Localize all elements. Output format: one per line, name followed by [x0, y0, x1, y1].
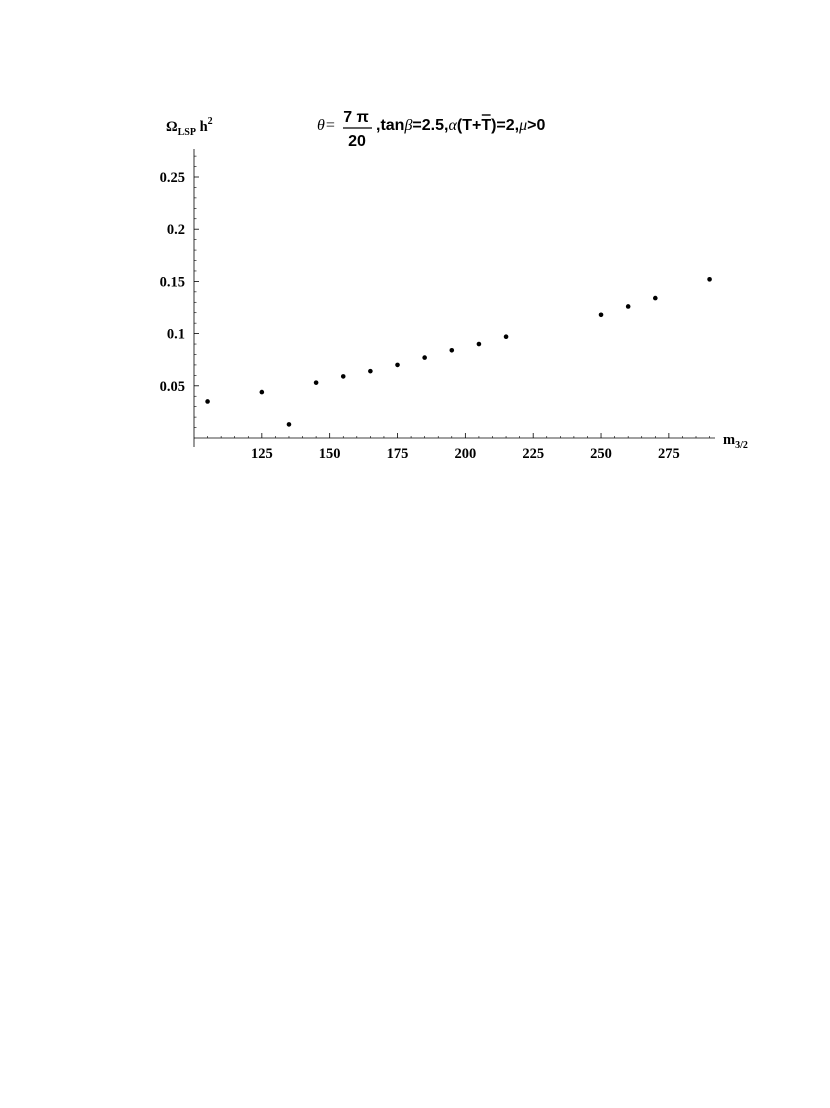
y-minor-ticks — [194, 155, 197, 428]
title-tbar: T — [481, 117, 491, 134]
y-tick-label: 0.05 — [160, 379, 185, 395]
x-label-m: m — [723, 432, 735, 448]
x-ticks: 125 150 175 200 225 250 275 — [251, 433, 680, 462]
data-point — [368, 368, 373, 374]
data-point — [625, 304, 631, 309]
x-minor-ticks — [207, 436, 710, 438]
x-tick-label: 125 — [251, 446, 273, 462]
data-point — [476, 341, 482, 347]
title-tan: tan — [380, 117, 404, 134]
y-axis-label: ΩLSP h2 — [166, 116, 213, 138]
data-point — [653, 295, 658, 301]
data-point — [205, 399, 210, 404]
title-paren-open: (T+ — [457, 117, 481, 134]
x-tick-label: 225 — [522, 446, 544, 462]
title-rest: ,tanβ=2.5,α(T+T)=2,μ>0 — [376, 117, 545, 134]
title-beta: β — [403, 117, 412, 134]
y-label-sub: LSP — [178, 127, 196, 138]
x-tick-label: 175 — [387, 446, 409, 462]
title-mu: μ — [518, 117, 527, 134]
x-tick-label: 200 — [454, 446, 476, 462]
title-theta: θ= — [317, 117, 336, 134]
y-tick-label: 0.1 — [167, 327, 185, 343]
data-point — [286, 422, 292, 427]
title-mu-rest: >0 — [527, 117, 545, 134]
x-label-sub: 3/2 — [735, 440, 748, 451]
x-axis-label: m3/2 — [723, 432, 748, 451]
x-tick-label: 250 — [590, 446, 612, 462]
data-point — [598, 312, 604, 318]
title-paren-close: )=2, — [491, 117, 519, 134]
data-point — [449, 348, 455, 353]
data-point — [422, 355, 427, 360]
data-point — [340, 374, 346, 379]
chart-title: θ= 7 π 20 ,tanβ=2.5,α(T+T)=2,μ>0 — [317, 109, 545, 150]
data-point — [313, 380, 319, 385]
y-label-sup: 2 — [208, 116, 213, 127]
data-point — [259, 389, 265, 395]
data-points — [205, 277, 712, 427]
title-alpha: α — [448, 117, 457, 134]
data-point — [503, 334, 509, 340]
y-tick-label: 0.15 — [160, 274, 185, 290]
y-label-omega: Ω — [166, 119, 178, 135]
data-point — [707, 277, 712, 282]
data-point — [395, 362, 400, 368]
x-tick-label: 150 — [319, 446, 341, 462]
y-label-h: h — [196, 119, 208, 135]
y-tick-label: 0.25 — [160, 170, 185, 186]
x-tick-label: 275 — [658, 446, 680, 462]
y-tick-label: 0.2 — [167, 222, 185, 238]
title-comma: , — [376, 117, 380, 134]
y-ticks: 0.05 0.1 0.15 0.2 0.25 — [160, 170, 199, 395]
title-fraction-numerator: 7 π — [343, 109, 369, 126]
title-fraction-denominator: 20 — [348, 133, 366, 150]
title-tan-value: =2.5, — [412, 117, 448, 134]
